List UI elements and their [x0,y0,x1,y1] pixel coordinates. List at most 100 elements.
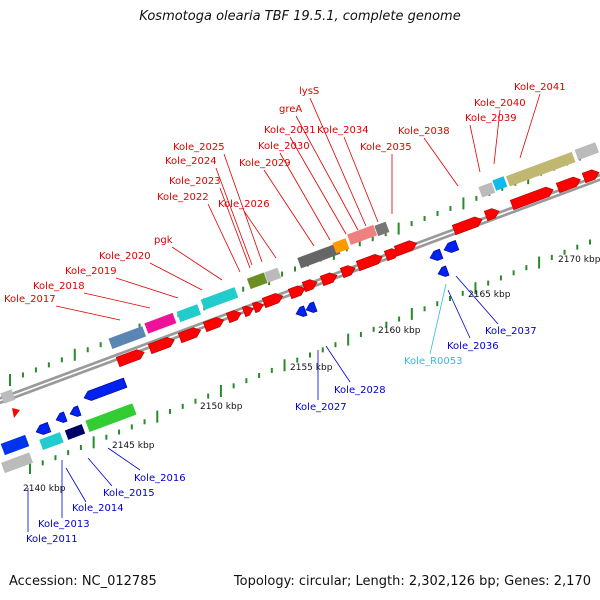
gene-arrow[interactable] [436,265,450,279]
feature-box[interactable] [347,224,378,245]
label-leaders [27,93,541,532]
gene-arrow[interactable] [147,335,176,355]
feature-box[interactable] [0,389,16,404]
leader-line [83,292,151,309]
gene-label-kole-2030[interactable]: Kole_2030 [258,141,310,152]
gene-arrow[interactable] [428,248,444,263]
leader-line [263,169,315,247]
gene-label-kole-r0053[interactable]: Kole_R0053 [404,356,463,367]
leader-line [325,345,351,383]
gene-arrow[interactable] [241,304,255,318]
feature-box[interactable] [39,432,64,451]
leader-line [87,457,113,487]
gene-arrow[interactable] [555,175,582,194]
gene-arrow[interactable] [319,271,338,287]
gene-arrow[interactable] [34,422,52,436]
gene-label-kole-2040[interactable]: Kole_2040 [474,98,526,109]
feature-box[interactable] [297,243,341,269]
leader-line [65,467,87,503]
feature-box[interactable] [64,424,86,440]
gene-label-kole-2031[interactable]: Kole_2031 [264,125,316,136]
gene-label-kole-2022[interactable]: Kole_2022 [157,192,209,203]
leader-line [423,137,459,187]
leader-line [279,152,331,241]
gene-label-kole-2036[interactable]: Kole_2036 [447,341,499,352]
gene-arrow[interactable] [393,239,418,257]
leader-line [207,203,241,273]
gene-arrow[interactable] [54,411,68,425]
feature-box[interactable] [0,434,30,456]
leader-line [55,305,121,321]
gene-arrow[interactable] [304,301,318,315]
gene-label-kole-2013[interactable]: Kole_2013 [38,519,90,530]
leader-line [243,210,277,259]
leader-line [215,167,253,266]
gene-arrow[interactable] [301,277,319,293]
gene-arrow[interactable] [442,240,460,254]
gene-arrow[interactable] [82,377,128,403]
feature-box[interactable] [144,312,177,334]
leader-line [171,246,223,281]
gene-label-kole-2014[interactable]: Kole_2014 [72,503,124,514]
gene-arrow[interactable] [68,405,82,419]
feature-box[interactable] [1,452,34,474]
gene-label-lyss[interactable]: lysS [299,86,319,97]
gene-arrow[interactable] [115,348,146,368]
gene-arrow[interactable] [451,215,484,236]
gene-arrow[interactable] [509,185,555,211]
feature-box[interactable] [492,176,508,191]
gene-arrow[interactable] [581,168,600,184]
feature-box[interactable] [332,238,350,254]
gene-label-kole-2011[interactable]: Kole_2011 [26,534,78,545]
feature-box[interactable] [506,151,576,187]
leader-line [309,97,367,227]
gene-label-kole-2017[interactable]: Kole_2017 [4,294,56,305]
gene-arrow[interactable] [287,284,306,300]
gene-label-kole-2028[interactable]: Kole_2028 [334,385,386,396]
feature-box[interactable] [176,304,201,323]
gene-label-kole-2023[interactable]: Kole_2023 [169,176,221,187]
gene-label-kole-2020[interactable]: Kole_2020 [99,251,151,262]
gene-label-kole-2018[interactable]: Kole_2018 [33,281,85,292]
gene-arrow[interactable] [202,315,225,333]
feature-box[interactable] [264,267,282,283]
gene-label-kole-2027[interactable]: Kole_2027 [295,402,347,413]
gene-label-kole-2025[interactable]: Kole_2025 [173,142,225,153]
gene-arrow[interactable] [251,300,265,314]
gene-arrow[interactable] [483,206,501,222]
gene-label-kole-2015[interactable]: Kole_2015 [103,488,155,499]
feature-box[interactable] [85,403,137,432]
leader-line [107,447,141,471]
gene-label-kole-2037[interactable]: Kole_2037 [485,326,537,337]
leader-line [149,262,203,291]
gene-label-kole-2019[interactable]: Kole_2019 [65,266,117,277]
leader-line [343,136,379,223]
feature-box[interactable] [246,272,268,290]
gene-label-kole-2016[interactable]: Kole_2016 [134,473,186,484]
gene-label-kole-2041[interactable]: Kole_2041 [514,82,566,93]
gene-label-pgk[interactable]: pgk [154,235,173,246]
gene-arrow[interactable] [294,305,308,319]
map-title: Kosmotoga olearia TBF 19.5.1, complete g… [139,9,461,24]
gene-arrow[interactable] [261,291,284,309]
gene-arrow[interactable] [12,408,20,418]
gene-arrow[interactable] [177,326,202,344]
gene-label-kole-2038[interactable]: Kole_2038 [398,126,450,137]
gene-label-kole-2029[interactable]: Kole_2029 [239,158,291,169]
gene-arrow[interactable] [339,263,357,279]
gene-arrow[interactable] [225,308,243,324]
gene-label-grea[interactable]: greA [279,104,302,115]
feature-box[interactable] [478,182,496,198]
reverse-gene-arrows [34,240,460,436]
gene-arrow[interactable] [355,252,384,272]
gene-label-kole-2039[interactable]: Kole_2039 [465,113,517,124]
feature-box[interactable] [108,326,147,349]
gene-label-kole-2035[interactable]: Kole_2035 [360,142,412,153]
gene-label-kole-2034[interactable]: Kole_2034 [317,125,369,136]
gene-label-kole-2026[interactable]: Kole_2026 [218,199,270,210]
gene-label-kole-2024[interactable]: Kole_2024 [165,156,217,167]
feature-box[interactable] [574,142,599,161]
feature-box[interactable] [200,287,239,311]
feature-box[interactable] [374,221,390,237]
